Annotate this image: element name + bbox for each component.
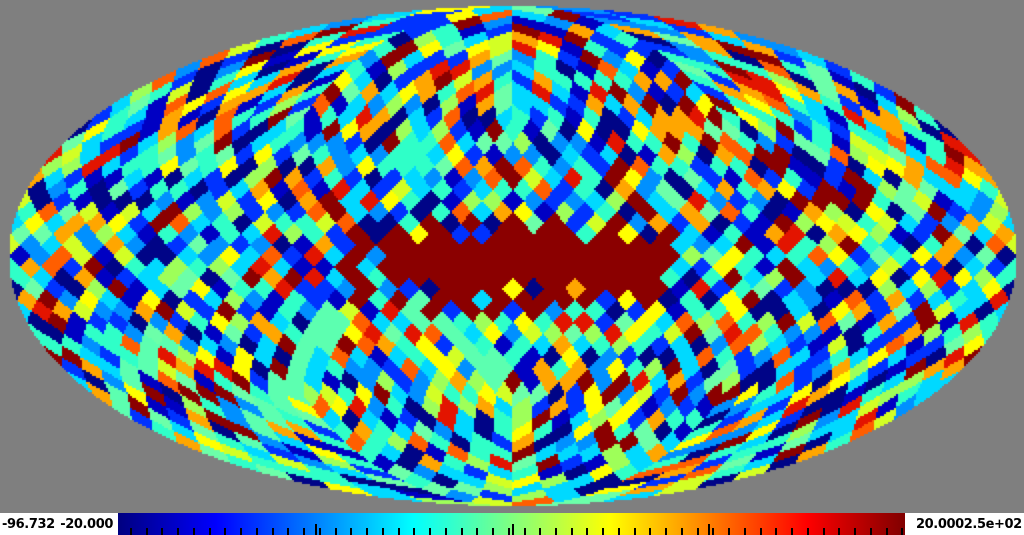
colorbar-tick xyxy=(602,528,605,535)
colorbar-tick xyxy=(539,528,542,535)
colorbar-tick xyxy=(649,528,652,535)
colorbar-tick xyxy=(712,528,715,535)
colorbar-tick xyxy=(208,528,211,535)
colorbar-tick xyxy=(460,528,463,535)
colorbar-tick xyxy=(429,528,432,535)
colorbar-tick xyxy=(570,528,573,535)
colorbar-tick xyxy=(523,528,526,535)
colorbar-tick xyxy=(617,528,620,535)
colorbar-tick xyxy=(885,528,888,535)
colorbar xyxy=(118,513,905,535)
colorbar-label-range-max: 20.000 xyxy=(916,516,964,532)
colorbar-tick xyxy=(633,528,636,535)
sky-map-canvas xyxy=(0,0,1024,513)
colorbar-tick xyxy=(743,528,746,535)
colorbar-label-data-min: -96.732 xyxy=(2,516,55,532)
colorbar-label-range-min: -20.000 xyxy=(60,516,113,532)
colorbar-tick xyxy=(315,524,317,535)
colorbar-tick xyxy=(381,528,384,535)
colorbar-label-data-max: 2.5e+02 xyxy=(963,516,1022,532)
colorbar-tick xyxy=(901,528,904,535)
colorbar-tick xyxy=(366,528,369,535)
colorbar-tick xyxy=(192,528,195,535)
colorbar-tick xyxy=(492,528,495,535)
colorbar-left-labels: -96.732 -20.000 xyxy=(0,513,118,535)
colorbar-tick xyxy=(680,528,683,535)
colorbar-tick xyxy=(255,528,258,535)
colorbar-tick xyxy=(775,528,778,535)
colorbar-tick xyxy=(708,524,710,535)
colorbar-tick xyxy=(791,528,794,535)
colorbar-tick xyxy=(271,528,274,535)
colorbar-tick xyxy=(476,528,479,535)
colorbar-tick xyxy=(397,528,400,535)
colorbar-right-labels: 20.000 2.5e+02 xyxy=(905,513,1024,535)
colorbar-tick xyxy=(869,528,872,535)
colorbar-tick xyxy=(854,528,857,535)
colorbar-tick xyxy=(161,528,164,535)
colorbar-tick xyxy=(130,528,132,535)
colorbar-tick xyxy=(240,528,243,535)
colorbar-tick xyxy=(696,528,699,535)
colorbar-tick xyxy=(287,528,290,535)
colorbar-tick xyxy=(145,528,148,535)
colorbar-tick xyxy=(507,528,510,535)
colorbar-tick xyxy=(303,528,306,535)
colorbar-tick xyxy=(224,528,227,535)
colorbar-tick xyxy=(728,528,731,535)
colorbar-tick xyxy=(413,528,416,535)
colorbar-tick xyxy=(806,528,809,535)
colorbar-tick xyxy=(511,524,514,535)
colorbar-tick xyxy=(334,528,337,535)
colorbar-tick xyxy=(586,528,589,535)
colorbar-tick xyxy=(665,528,668,535)
colorbar-tick xyxy=(350,528,353,535)
colorbar-tick xyxy=(554,528,557,535)
colorbar-tick xyxy=(318,528,321,535)
colorbar-tick xyxy=(838,528,841,535)
colorbar-tick xyxy=(759,528,762,535)
colorbar-tick xyxy=(822,528,825,535)
colorbar-tick xyxy=(444,528,447,535)
colorbar-tick xyxy=(177,528,180,535)
colorbar-row: -96.732 -20.000 20.000 2.5e+02 xyxy=(0,513,1024,535)
